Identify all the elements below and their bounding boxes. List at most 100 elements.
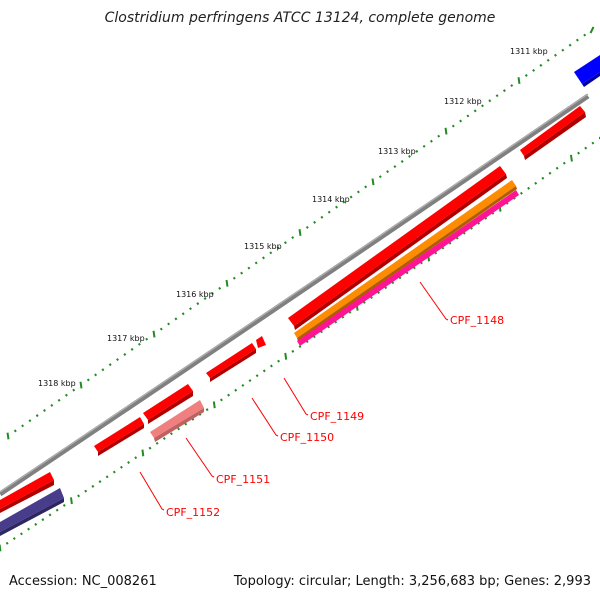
outer-tick [561, 48, 565, 52]
inner-tick [169, 432, 173, 436]
cds-feature-cpf-1148 [288, 166, 506, 326]
scale-label-1317: 1317 kbp [107, 334, 145, 343]
outer-tick [159, 327, 163, 331]
inner-tick [141, 449, 145, 457]
blue-feature [574, 55, 600, 84]
outer-tick [371, 178, 375, 186]
outer-tick [408, 154, 411, 158]
outer-tick [262, 256, 265, 260]
outer-tick [415, 149, 419, 153]
inner-tick [112, 470, 116, 474]
outer-tick [276, 246, 280, 250]
cds-feature [520, 106, 585, 156]
purple-feature [0, 488, 64, 532]
outer-tick [35, 414, 39, 418]
outer-tick [152, 330, 156, 338]
outer-tick [43, 409, 46, 412]
outer-tick [583, 33, 587, 37]
scale-label-1316: 1316 kbp [176, 290, 214, 299]
inner-tick [269, 364, 273, 368]
inner-tick [584, 146, 588, 150]
outer-tick [459, 119, 463, 123]
inner-tick [184, 422, 188, 426]
outer-tick [108, 363, 112, 367]
genome-backbone [0, 93, 590, 497]
scale-label-1318: 1318 kbp [38, 379, 76, 388]
outer-tick [225, 279, 229, 287]
gene-label-cpf-1148: CPF_1148 [450, 314, 504, 327]
accession-text: Accession: NC_008261 [9, 574, 157, 589]
outer-tick [86, 378, 90, 382]
outer-tick [510, 84, 514, 88]
inner-tick [98, 480, 102, 484]
outer-tick [342, 200, 346, 204]
scale-label-1311: 1311 kbp [510, 47, 548, 56]
inner-tick [62, 503, 66, 507]
outer-tick [57, 398, 61, 402]
inner-tick [48, 513, 52, 517]
outer-tick [64, 393, 68, 397]
gene-label-cpf-1149: CPF_1149 [310, 410, 364, 423]
gene-label-cpf-1152: CPF_1152 [166, 506, 220, 519]
inner-tick [234, 388, 238, 392]
outer-tick-ring [6, 26, 595, 440]
trna-feature [294, 180, 516, 338]
inner-tick [5, 541, 9, 545]
inner-tick [548, 171, 552, 175]
cds-feature [0, 472, 54, 509]
inner-tick [219, 398, 223, 402]
outer-tick [6, 432, 10, 440]
outer-tick [327, 210, 331, 214]
outer-tick [386, 170, 390, 174]
inner-tick [148, 446, 152, 450]
outer-tick [437, 134, 441, 138]
inner-tick [591, 141, 595, 145]
outer-tick [400, 160, 404, 163]
inner-tick [105, 475, 109, 479]
outer-tick [575, 38, 579, 42]
outer-tick [72, 388, 76, 392]
outer-tick [524, 74, 528, 77]
outer-tick [378, 175, 382, 179]
inner-tick [555, 166, 559, 170]
outer-tick [313, 220, 317, 224]
inner-tick [70, 497, 73, 505]
cds-feature-cpf-1150 [206, 343, 256, 378]
outer-tick [167, 322, 171, 326]
outer-tick [196, 302, 200, 306]
outer-tick [298, 229, 302, 236]
outer-tick [429, 139, 433, 143]
outer-tick [554, 53, 557, 57]
outer-tick [79, 381, 83, 389]
map-title: Clostridium perfringens ATCC 13124, comp… [104, 10, 496, 26]
outer-tick [532, 68, 536, 72]
inner-tick [84, 489, 88, 493]
outer-tick [589, 26, 595, 34]
outer-tick [481, 104, 484, 108]
outer-tick [21, 424, 25, 428]
outer-tick [349, 195, 353, 199]
outer-tick [181, 312, 185, 316]
outer-tick [269, 251, 273, 255]
gene-label-cpf-1151: CPF_1151 [216, 473, 270, 486]
outer-tick [473, 109, 477, 113]
scale-label-1313: 1313 kbp [378, 147, 416, 156]
inner-tick [119, 465, 123, 469]
outer-tick [189, 307, 192, 311]
inner-tick [262, 369, 266, 373]
outer-tick [101, 368, 105, 372]
outer-tick [356, 190, 360, 194]
cds-feature [143, 384, 193, 420]
inner-tick [134, 456, 138, 460]
outer-tick [50, 403, 54, 407]
inner-tick [127, 461, 131, 464]
outer-tick [123, 353, 127, 356]
outer-tick [495, 94, 499, 98]
genome-backbone-highlight [0, 93, 589, 493]
scale-label-1312: 1312 kbp [444, 97, 482, 106]
outer-tick [283, 241, 287, 245]
outer-tick [568, 43, 572, 47]
inner-tick [55, 508, 59, 512]
